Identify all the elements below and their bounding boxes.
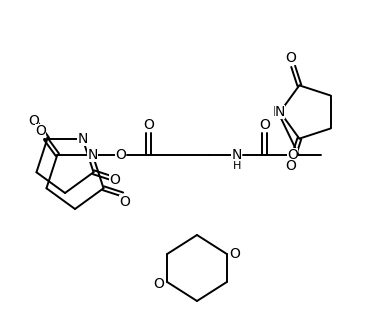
Text: O: O <box>143 118 154 132</box>
Text: O: O <box>287 148 298 162</box>
Text: O: O <box>230 247 240 261</box>
Text: N: N <box>87 148 98 162</box>
Text: H: H <box>233 161 241 171</box>
Text: O: O <box>119 195 130 209</box>
Text: N: N <box>78 132 88 146</box>
Text: N: N <box>231 148 242 162</box>
Text: O: O <box>35 123 46 138</box>
Text: O: O <box>286 159 297 173</box>
Text: O: O <box>28 113 39 128</box>
Text: O: O <box>286 51 297 65</box>
Text: N: N <box>275 105 285 119</box>
Text: N: N <box>273 105 283 119</box>
Text: O: O <box>154 277 165 291</box>
Text: O: O <box>109 173 120 188</box>
Text: O: O <box>115 148 126 162</box>
Text: O: O <box>259 118 270 132</box>
